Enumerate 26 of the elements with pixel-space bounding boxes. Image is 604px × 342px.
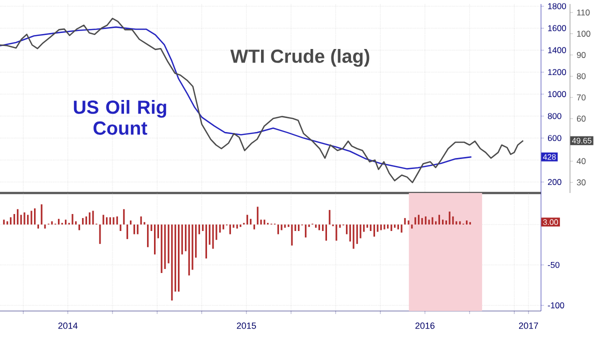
x-tick-label: 2017 [518,322,538,329]
y-tick-label: 800 [548,113,562,120]
y-tick-label: 1600 [548,25,566,32]
y-tick-label: 200 [548,179,562,186]
series-label: US Oil Rig Count [74,100,166,135]
y-tick-label: 1800 [548,3,566,10]
y-tick-label: 1000 [548,91,566,98]
y2-tick-label: 100 [577,30,590,37]
y2-tick-label: 30 [576,179,586,186]
y-tick-label: 600 [548,135,562,142]
y-tick-label: 1200 [548,69,566,76]
text: WTI Crude (lag) [230,48,370,67]
y2-tick-label: 60 [576,116,586,122]
y-tick-label: -100 [548,302,564,308]
y2-tick-label: 110 [577,10,590,16]
x-tick-label: 2016 [415,322,435,329]
y-tick-label: 1400 [548,47,566,54]
x-tick-label: 2014 [58,322,78,329]
y2-tick-label: 70 [576,94,586,100]
y2-tick-label: 90 [576,52,586,58]
x-tick-label: 2015 [236,322,256,329]
y2-tick-label: 80 [576,73,586,80]
line-series [0,18,524,184]
y-tick-label: -50 [548,262,560,268]
y2-tick-label: 40 [576,158,586,164]
line-series [0,26,472,170]
